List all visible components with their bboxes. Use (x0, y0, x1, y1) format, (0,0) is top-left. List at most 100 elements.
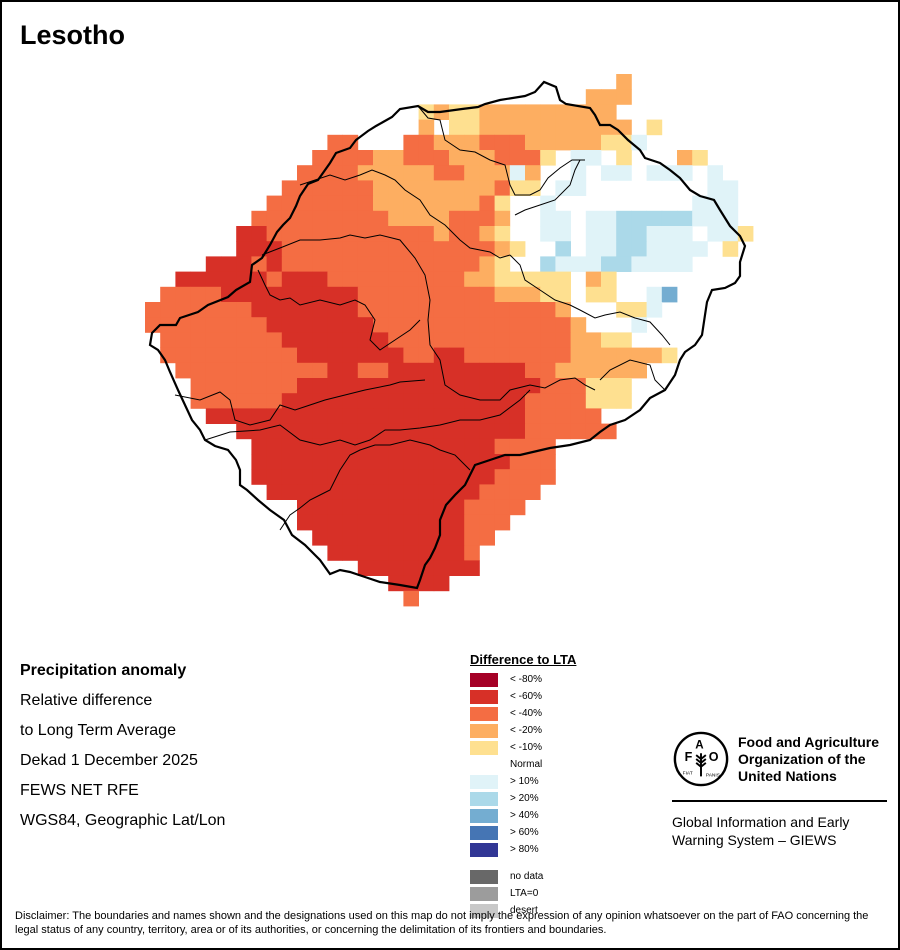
raster-cell (525, 484, 541, 500)
raster-cell (464, 271, 480, 288)
raster-cell (616, 165, 632, 181)
raster-cell (357, 454, 374, 470)
raster-cell (297, 408, 313, 424)
raster-cell (479, 408, 495, 424)
raster-cell (585, 271, 602, 288)
raster-cell (555, 378, 571, 394)
raster-cell (479, 119, 495, 136)
raster-cell (631, 347, 647, 364)
raster-cell (327, 454, 343, 470)
raster-cell (190, 317, 207, 333)
raster-cell (327, 332, 343, 348)
raster-cell (509, 317, 526, 333)
raster-cell (190, 378, 207, 394)
raster-cell (449, 545, 465, 561)
raster-cell (479, 104, 495, 120)
raster-cell (297, 499, 313, 516)
raster-cell (494, 119, 511, 136)
raster-cell (251, 317, 267, 333)
raster-cell (251, 469, 267, 485)
raster-cell (585, 332, 602, 348)
raster-cell (373, 362, 389, 379)
raster-cell (251, 438, 267, 455)
info-line: to Long Term Average (20, 722, 176, 739)
raster-cell (190, 362, 207, 379)
raster-cell (312, 408, 328, 424)
raster-cell (616, 226, 632, 242)
raster-cell (418, 134, 435, 151)
raster-cell (236, 362, 252, 379)
raster-cell (525, 286, 541, 303)
raster-cell (525, 302, 541, 318)
raster-cell (190, 347, 207, 364)
raster-cell (357, 423, 374, 440)
district-boundary (514, 159, 581, 216)
raster-cell (327, 286, 343, 303)
raster-cell (327, 408, 343, 424)
boundaries (148, 80, 747, 590)
raster-cell (449, 393, 465, 409)
raster-cell (327, 317, 343, 333)
raster-cell (297, 378, 313, 394)
raster-cell (236, 302, 252, 318)
raster-cell (342, 241, 359, 257)
raster-cell (433, 347, 450, 364)
raster-cell (373, 469, 389, 485)
raster-cell (418, 514, 435, 531)
raster-cell (281, 408, 298, 424)
raster-cell (373, 378, 389, 394)
raster-cell (509, 347, 526, 364)
raster-cell (525, 423, 541, 440)
raster-cell (616, 347, 632, 364)
raster-cell (175, 347, 191, 364)
raster-cell (357, 286, 374, 303)
raster-cell (464, 423, 480, 440)
raster-cell (433, 423, 450, 440)
raster-cell (464, 514, 480, 531)
raster-cell (342, 150, 359, 166)
raster-cell (479, 210, 495, 227)
raster-cell (418, 165, 435, 181)
raster-cell (525, 150, 541, 166)
raster-cell (357, 150, 374, 166)
raster-cell (464, 150, 480, 166)
raster-cell (616, 74, 632, 90)
raster-cell (464, 241, 480, 257)
country-border (148, 80, 747, 590)
raster-cell (433, 150, 450, 166)
raster-cell (570, 378, 587, 394)
raster-cell (327, 469, 343, 485)
raster-cell (327, 423, 343, 440)
raster-cell (403, 302, 419, 318)
raster-cell (297, 286, 313, 303)
raster-cell (342, 271, 359, 288)
raster-cell (418, 302, 435, 318)
raster-cell (342, 530, 359, 546)
raster-cell (433, 484, 450, 500)
raster-cell (266, 362, 283, 379)
raster-cell (585, 362, 602, 379)
raster-cell (464, 347, 480, 364)
raster-cell (616, 241, 632, 257)
raster-cell (266, 332, 283, 348)
raster-cell (388, 545, 404, 561)
raster-cell (464, 226, 480, 242)
raster-cell (312, 150, 328, 166)
raster-cell (677, 165, 693, 181)
raster-cell (661, 210, 678, 227)
raster-cell (297, 241, 313, 257)
raster-cell (601, 241, 617, 257)
raster-cell (281, 241, 298, 257)
raster-cell (373, 210, 389, 227)
raster-cell (540, 195, 556, 212)
raster-cell (464, 545, 480, 561)
raster-cell (616, 393, 632, 409)
raster-cell (525, 332, 541, 348)
raster-cell (433, 499, 450, 516)
raster-cell (281, 180, 298, 196)
raster-cell (418, 362, 435, 379)
legend-label: > 40% (510, 810, 539, 821)
legend-swatch (470, 791, 498, 806)
raster-cell (403, 423, 419, 440)
raster-cell (433, 134, 450, 151)
